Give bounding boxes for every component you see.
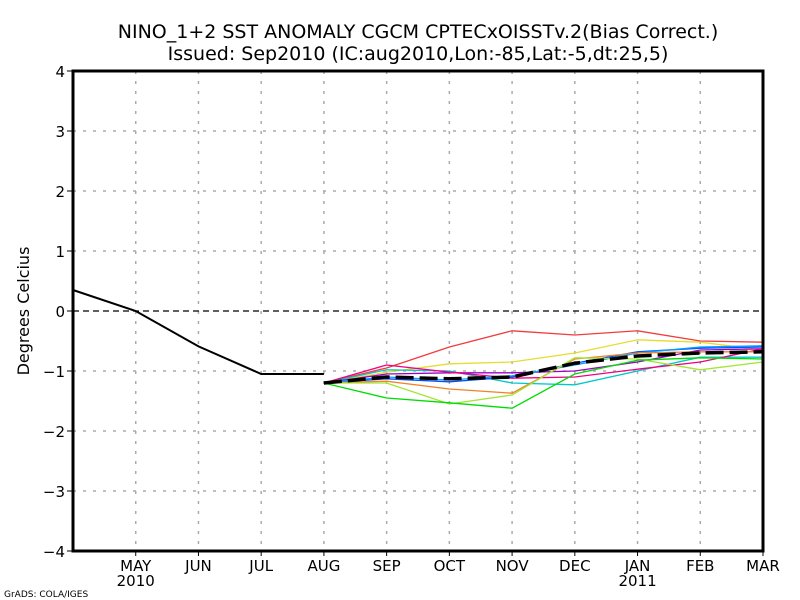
x-tick-label: JUL <box>248 557 273 575</box>
x-tick-label: AUG <box>307 557 340 575</box>
y-tick-label: 4 <box>55 63 65 81</box>
x-tick-label: OCT <box>434 557 466 575</box>
ensemble-member-cyan-line <box>323 356 763 386</box>
series-layer <box>72 289 764 409</box>
y-tick-label: −4 <box>43 543 65 561</box>
x-tick-label: SEP <box>373 557 401 575</box>
y-tick-label: 0 <box>55 303 65 321</box>
y-tick-label: −1 <box>43 363 65 381</box>
x-tick-label: DEC <box>559 557 591 575</box>
x-tick-label: MAY <box>120 557 152 575</box>
ensemble-member-magenta-line <box>323 348 764 384</box>
observed-line <box>72 289 324 375</box>
ensemble-member-green-line <box>323 357 764 409</box>
footer-credit: GrADS: COLA/IGES <box>4 590 88 600</box>
x-tick-label: JUN <box>184 557 212 575</box>
y-axis-label: Degrees Celcius <box>14 247 33 376</box>
x-tick-year-label: 2011 <box>618 572 656 590</box>
x-tick-year-label: 2010 <box>117 572 155 590</box>
y-tick-label: 1 <box>55 243 65 261</box>
y-tick-label: 2 <box>55 183 65 201</box>
ensemble-mean-line <box>323 350 764 385</box>
chart-title: NINO_1+2 SST ANOMALY CGCM CPTECxOISSTv.2… <box>118 21 718 43</box>
x-tick-label: MAR <box>746 557 780 575</box>
y-tick-label: −2 <box>43 423 65 441</box>
chart-subtitle: Issued: Sep2010 (IC:aug2010,Lon:-85,Lat:… <box>168 43 669 65</box>
ensemble-member-yellow-line <box>323 339 764 384</box>
y-tick-label: 3 <box>55 123 65 141</box>
ensemble-member-red-line <box>323 330 764 384</box>
ensemble-member-lightgreen-line <box>323 357 764 405</box>
x-tick-label: FEB <box>686 557 714 575</box>
x-tick-label: NOV <box>496 557 530 575</box>
y-axis: −4 −3 −2 −1 0 1 2 3 4 <box>43 63 73 561</box>
y-tick-label: −3 <box>43 483 65 501</box>
x-tick-label: JAN <box>624 557 651 575</box>
